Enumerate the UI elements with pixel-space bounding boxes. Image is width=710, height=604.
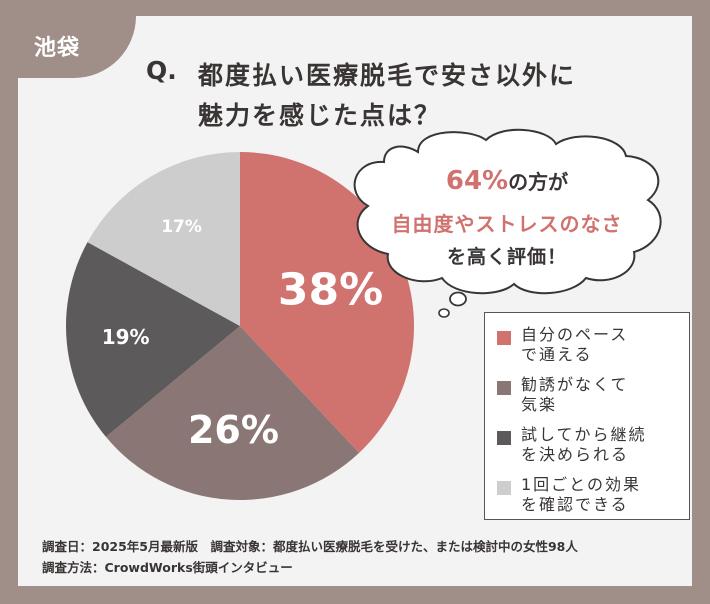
card: 池袋 Q. 都度払い医療脱毛で安さ以外に 魅力を感じた点は？ 38% 26% 19%… bbox=[18, 16, 692, 586]
footer-survey-info: 調査日：2025年5月最新版 調査対象：都度払い医療脱毛を受けた、または検討中の… bbox=[42, 539, 578, 554]
footer-survey-method: 調査方法：CrowdWorks街頭インタビュー bbox=[42, 560, 293, 575]
legend-item-label: 1回ごとの効果 を確認できる bbox=[521, 475, 642, 514]
location-tag-label: 池袋 bbox=[34, 36, 81, 61]
pie-slice-label: 19% bbox=[102, 325, 150, 349]
bubble-dot-large bbox=[449, 291, 467, 307]
legend: 自分のペース で通える 勧誘がなくて 気楽 試してから継続 を決められる 1回ごとの効… bbox=[484, 312, 690, 520]
legend-item-label: 勧誘がなくて 気楽 bbox=[521, 375, 629, 414]
callout-line-2: 自由度やストレスのなさ bbox=[391, 212, 623, 236]
legend-item-label: 自分のペース で通える bbox=[521, 325, 629, 364]
callout-line-1-rest: の方が bbox=[508, 170, 569, 194]
legend-swatch bbox=[497, 481, 511, 495]
pie-slice-label: 38% bbox=[278, 265, 383, 316]
callout-line-3: を高く評価！ bbox=[446, 246, 567, 268]
pie-slice bbox=[105, 326, 360, 501]
legend-item-label: 試してから継続 を決められる bbox=[521, 425, 647, 464]
location-tag: 池袋 bbox=[18, 16, 136, 78]
speech-bubble bbox=[353, 128, 662, 318]
pie-slice bbox=[66, 242, 240, 437]
callout-line-1: 64%の方が bbox=[360, 166, 654, 196]
speech-bubble-shape bbox=[353, 128, 662, 295]
title-line-1: 都度払い医療脱毛で安さ以外に bbox=[198, 61, 577, 90]
title-line-2: 魅力を感じた点は？ bbox=[198, 101, 442, 130]
pie-slice-label: 26% bbox=[188, 408, 279, 452]
callout-highlight: 64% bbox=[445, 166, 509, 196]
pie-chart: 38% 26% 19% 17% bbox=[66, 152, 415, 501]
pie-slice bbox=[87, 152, 240, 326]
pie-slice-label: 17% bbox=[161, 217, 202, 237]
bubble-dot-small bbox=[438, 308, 450, 318]
legend-swatch bbox=[497, 431, 511, 445]
title-question-mark: Q. bbox=[146, 56, 177, 85]
legend-swatch bbox=[497, 331, 511, 345]
legend-swatch bbox=[497, 381, 511, 395]
